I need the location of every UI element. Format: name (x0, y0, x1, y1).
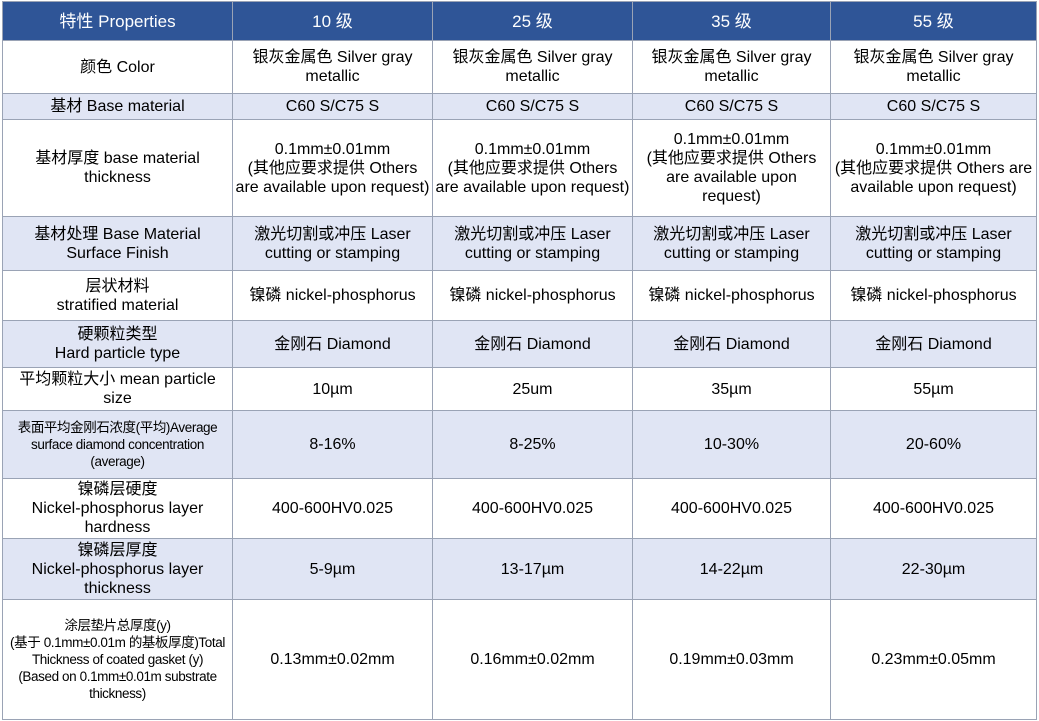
row-label: 基材厚度 base material thickness (2, 119, 233, 217)
cell: 55µm (830, 367, 1037, 411)
header-cell: 特性 Properties (2, 1, 233, 41)
cell: 0.19mm±0.03mm (632, 599, 831, 720)
row-label: 镍磷层厚度 Nickel-phosphorus layer thickness (2, 538, 233, 600)
cell: 0.1mm±0.01mm (其他应要求提供 Others are availab… (830, 119, 1037, 217)
cell: 银灰金属色 Silver gray metallic (830, 40, 1037, 94)
header-cell: 55 级 (830, 1, 1037, 41)
cell: 金刚石 Diamond (432, 320, 633, 368)
table-row: 镍磷层厚度 Nickel-phosphorus layer thickness 5… (2, 538, 1037, 600)
row-label: 基材处理 Base Material Surface Finish (2, 216, 233, 271)
cell: 20-60% (830, 410, 1037, 479)
cell: 35µm (632, 367, 831, 411)
cell: 金刚石 Diamond (632, 320, 831, 368)
cell: 银灰金属色 Silver gray metallic (632, 40, 831, 94)
cell: 0.1mm±0.01mm (其他应要求提供 Others are availab… (632, 119, 831, 217)
table-row: 基材厚度 base material thickness 0.1mm±0.01mm… (2, 119, 1037, 217)
table-row: 基材处理 Base Material Surface Finish 激光切割或冲压… (2, 216, 1037, 271)
row-label: 硬颗粒类型 Hard particle type (2, 320, 233, 368)
table-row: 层状材料 stratified material 镍磷 nickel-phosph… (2, 270, 1037, 321)
cell: 5-9µm (232, 538, 433, 600)
table-row: 平均颗粒大小 mean particle size 10µm 25um 35µm 55µ… (2, 367, 1037, 411)
cell: 0.16mm±0.02mm (432, 599, 633, 720)
cell: 400-600HV0.025 (632, 478, 831, 539)
cell: C60 S/C75 S (830, 93, 1037, 120)
cell: 银灰金属色 Silver gray metallic (232, 40, 433, 94)
cell: 0.1mm±0.01mm (其他应要求提供 Others are availab… (232, 119, 433, 217)
row-label: 基材 Base material (2, 93, 233, 120)
cell: 10-30% (632, 410, 831, 479)
row-label: 表面平均金刚石浓度(平均)Average surface diamond con… (2, 410, 233, 479)
cell: 激光切割或冲压 Laser cutting or stamping (632, 216, 831, 271)
row-label: 镍磷层硬度 Nickel-phosphorus layer hardness (2, 478, 233, 539)
cell: 8-16% (232, 410, 433, 479)
table-row: 硬颗粒类型 Hard particle type 金刚石 Diamond 金刚石 D… (2, 320, 1037, 368)
cell: 13-17µm (432, 538, 633, 600)
cell: 400-600HV0.025 (432, 478, 633, 539)
table-row: 基材 Base material C60 S/C75 S C60 S/C75 S C6… (2, 93, 1037, 120)
table-row: 镍磷层硬度 Nickel-phosphorus layer hardness 40… (2, 478, 1037, 539)
cell: C60 S/C75 S (432, 93, 633, 120)
cell: 金刚石 Diamond (232, 320, 433, 368)
cell: 0.13mm±0.02mm (232, 599, 433, 720)
header-cell: 35 级 (632, 1, 831, 41)
table-row: 颜色 Color 银灰金属色 Silver gray metallic 银灰金属色 … (2, 40, 1037, 94)
cell: 激光切割或冲压 Laser cutting or stamping (830, 216, 1037, 271)
cell: 400-600HV0.025 (830, 478, 1037, 539)
cell: 激光切割或冲压 Laser cutting or stamping (432, 216, 633, 271)
header-row: 特性 Properties 10 级 25 级 35 级 55 级 (2, 1, 1037, 41)
cell: 金刚石 Diamond (830, 320, 1037, 368)
row-label: 颜色 Color (2, 40, 233, 94)
header-cell: 25 级 (432, 1, 633, 41)
cell: 400-600HV0.025 (232, 478, 433, 539)
cell: 22-30µm (830, 538, 1037, 600)
cell: 10µm (232, 367, 433, 411)
cell: C60 S/C75 S (632, 93, 831, 120)
cell: 镍磷 nickel-phosphorus (232, 270, 433, 321)
cell: 镍磷 nickel-phosphorus (830, 270, 1037, 321)
cell: 镍磷 nickel-phosphorus (432, 270, 633, 321)
cell: 0.23mm±0.05mm (830, 599, 1037, 720)
row-label: 层状材料 stratified material (2, 270, 233, 321)
cell: 25um (432, 367, 633, 411)
row-label: 平均颗粒大小 mean particle size (2, 367, 233, 411)
cell: 14-22µm (632, 538, 831, 600)
header-cell: 10 级 (232, 1, 433, 41)
cell: 镍磷 nickel-phosphorus (632, 270, 831, 321)
cell: C60 S/C75 S (232, 93, 433, 120)
table-row: 表面平均金刚石浓度(平均)Average surface diamond con… (2, 410, 1037, 479)
row-label: 涂层垫片总厚度(y) (基于 0.1mm±0.01m 的基板厚度)Total T… (2, 599, 233, 720)
cell: 0.1mm±0.01mm (其他应要求提供 Others are availab… (432, 119, 633, 217)
cell: 银灰金属色 Silver gray metallic (432, 40, 633, 94)
table-row: 涂层垫片总厚度(y) (基于 0.1mm±0.01m 的基板厚度)Total T… (2, 599, 1037, 720)
cell: 8-25% (432, 410, 633, 479)
cell: 激光切割或冲压 Laser cutting or stamping (232, 216, 433, 271)
